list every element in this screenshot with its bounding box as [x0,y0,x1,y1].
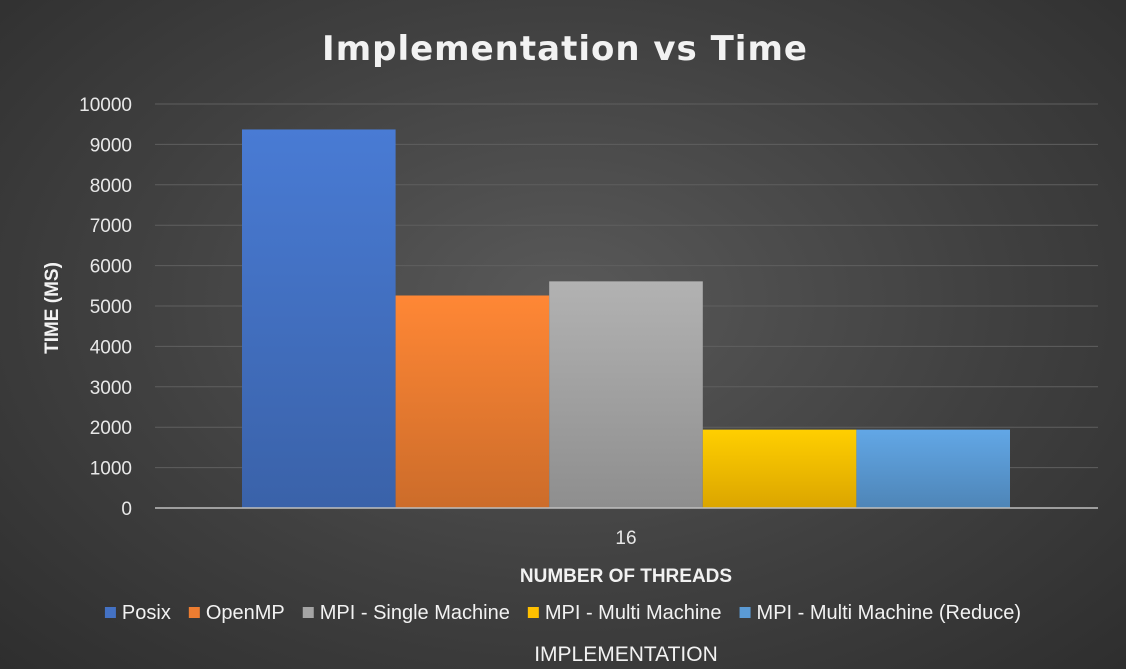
legend-item: OpenMP [188,602,285,624]
legend-swatch [302,607,314,618]
bar-openmp [395,295,550,508]
y-tick-label: 5000 [90,297,132,318]
bar-mpi-single-machine [549,281,703,508]
y-tick-label: 0 [121,499,132,520]
chart-title: Implementation vs Time [322,29,808,69]
legend-label: OpenMP [206,602,285,624]
legend-label: Posix [122,602,171,624]
x-axis-ticks: 16 [615,528,636,549]
y-tick-label: 7000 [90,216,132,237]
bar-mpi-multi-machine-reduce [856,429,1010,508]
legend-label: MPI - Multi Machine (Reduce) [757,602,1022,624]
y-axis-title: TIME (MS) [42,262,63,354]
y-tick-label: 10000 [79,95,132,116]
x-tick-label: 16 [615,528,636,549]
bar-mpi-multi-machine [702,429,857,508]
y-tick-label: 9000 [90,135,132,156]
legend-swatch [104,607,116,618]
y-tick-label: 2000 [90,418,132,439]
y-tick-label: 3000 [90,378,132,399]
legend-label: MPI - Multi Machine [545,602,722,624]
legend-title: IMPLEMENTATION [534,643,718,666]
y-axis-ticks: 0 1000 2000 3000 4000 5000 6000 7000 8000 9000 100… [79,95,132,520]
legend-item: MPI - Multi Machine (Reduce) [739,602,1022,624]
legend-swatch [527,607,539,618]
legend-swatch [188,607,200,618]
bar-posix [242,129,396,508]
legend-swatch [739,607,751,618]
legend-item: Posix [104,602,171,624]
bars [242,129,1010,508]
y-tick-label: 6000 [90,257,132,278]
y-tick-label: 4000 [90,337,132,358]
y-tick-label: 1000 [90,459,132,480]
legend-item: MPI - Single Machine [302,602,510,624]
x-axis-title: NUMBER OF THREADS [520,566,732,587]
y-tick-label: 8000 [90,176,132,197]
legend: Posix OpenMP MPI - Single Machine MPI - Mul… [104,602,1022,624]
legend-item: MPI - Multi Machine [527,602,722,624]
legend-label: MPI - Single Machine [320,602,510,624]
